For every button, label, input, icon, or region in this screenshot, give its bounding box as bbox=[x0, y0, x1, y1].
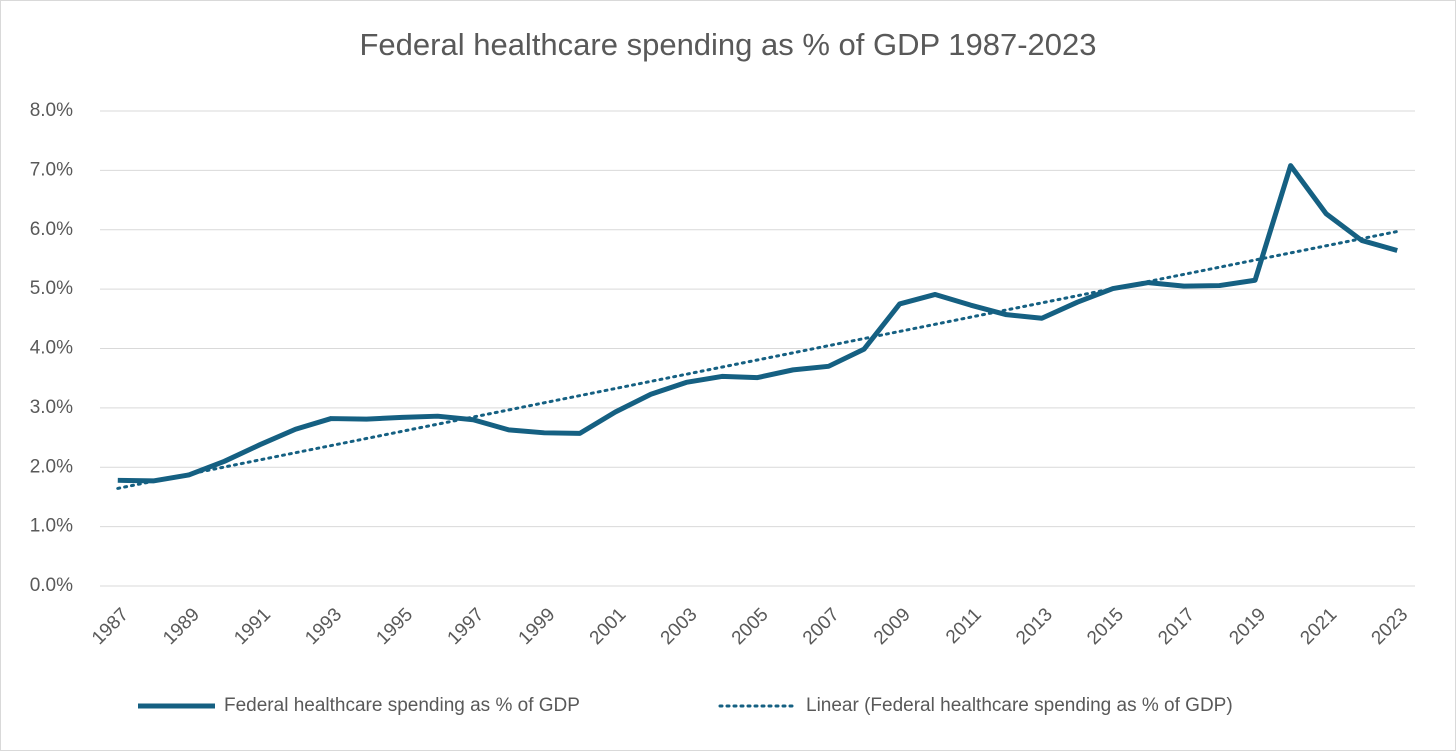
y-tick-label: 8.0% bbox=[30, 100, 73, 121]
y-tick-label: 3.0% bbox=[30, 397, 73, 418]
y-tick-label: 6.0% bbox=[30, 219, 73, 240]
y-tick-label: 1.0% bbox=[30, 516, 73, 537]
y-tick-label: 7.0% bbox=[30, 159, 73, 180]
y-tick-label: 0.0% bbox=[30, 575, 73, 596]
chart-title: Federal healthcare spending as % of GDP … bbox=[359, 27, 1096, 62]
y-tick-label: 2.0% bbox=[30, 456, 73, 477]
legend-label: Linear (Federal healthcare spending as %… bbox=[806, 695, 1233, 716]
y-tick-label: 5.0% bbox=[30, 278, 73, 299]
y-tick-label: 4.0% bbox=[30, 338, 73, 359]
legend-label: Federal healthcare spending as % of GDP bbox=[224, 695, 580, 716]
trend-line bbox=[116, 230, 1399, 490]
series-line bbox=[117, 163, 1398, 484]
